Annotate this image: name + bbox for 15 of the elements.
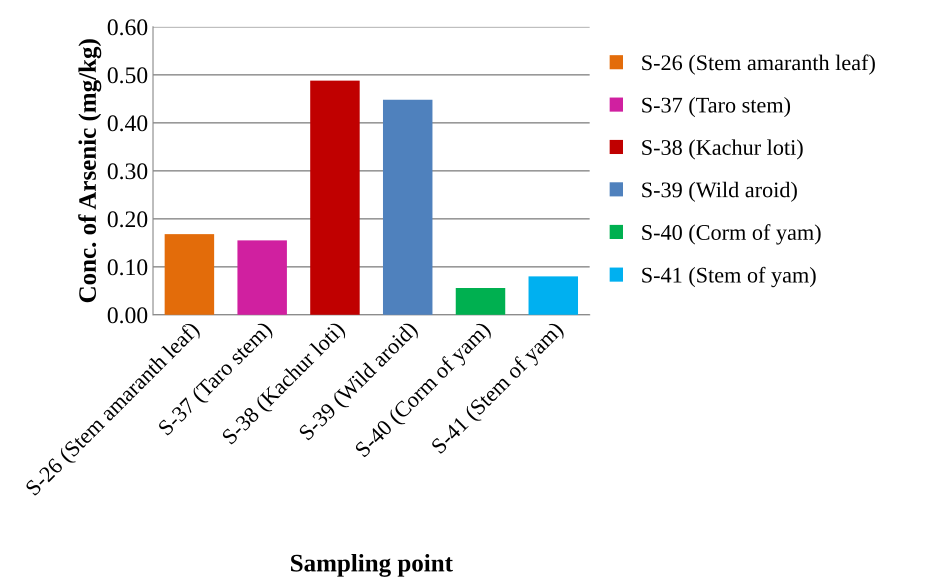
y-tick-label: 0.40 — [108, 115, 148, 132]
y-tick-label: 0.20 — [108, 211, 148, 228]
legend-label: S-40 (Corm of yam) — [642, 224, 821, 245]
legend-label: S-38 (Kachur loti) — [642, 139, 803, 160]
legend-label: S-26 (Stem amaranth leaf) — [642, 54, 875, 75]
y-tick-label: 0.30 — [108, 163, 148, 180]
legend-label: S-41 (Stem of yam) — [642, 266, 816, 288]
legend-label: S-37 (Taro stem) — [642, 97, 790, 118]
legend-label: S-39 (Wild aroid) — [642, 182, 797, 202]
y-axis-title: Conc. of Arsenic (mg/kg) — [78, 39, 102, 302]
y-tick-label: 0.50 — [108, 67, 148, 84]
y-tick-label: 0.60 — [108, 19, 148, 36]
y-tick-label: 0.00 — [108, 307, 148, 324]
x-axis-title: Sampling point — [291, 554, 453, 577]
y-tick-label: 0.10 — [108, 259, 148, 276]
